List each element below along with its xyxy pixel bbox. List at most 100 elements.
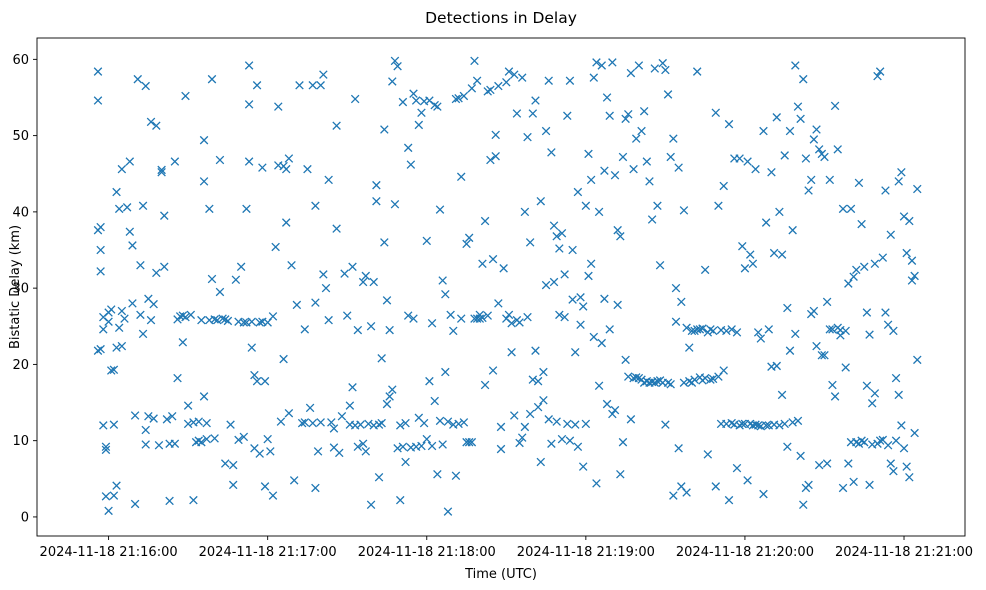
detection-point	[828, 380, 837, 390]
detection-point	[759, 489, 768, 499]
detection-point	[661, 65, 670, 75]
detection-point	[112, 343, 121, 352]
detection-point	[905, 216, 914, 226]
detection-point	[181, 312, 190, 322]
detection-point	[456, 314, 466, 323]
detection-point	[342, 311, 352, 320]
detection-point	[372, 180, 381, 190]
scatter-points	[93, 56, 922, 516]
detection-point	[602, 93, 612, 102]
detection-point	[358, 277, 368, 287]
detection-point	[639, 106, 649, 116]
detection-point	[740, 264, 750, 273]
detection-point	[783, 303, 792, 313]
detection-point	[451, 471, 461, 481]
detection-point	[247, 317, 257, 326]
detection-point	[584, 271, 593, 281]
detection-point	[242, 204, 251, 214]
detection-point	[215, 155, 225, 165]
detection-point	[767, 167, 776, 177]
detection-point	[605, 325, 614, 334]
detection-point	[430, 396, 439, 406]
detection-point	[223, 316, 233, 326]
detection-point	[467, 437, 477, 447]
detection-point	[684, 343, 694, 352]
detection-point	[687, 326, 697, 336]
detection-point	[671, 317, 681, 326]
detection-point	[748, 259, 758, 268]
detection-point	[101, 442, 111, 452]
detection-point	[374, 473, 384, 482]
detection-point	[488, 366, 498, 375]
detection-point	[533, 402, 543, 412]
detection-point	[382, 296, 392, 305]
detection-point	[783, 442, 792, 452]
detection-point	[228, 460, 238, 470]
detection-point	[401, 418, 410, 428]
detection-point	[578, 302, 588, 311]
detection-point	[353, 325, 363, 335]
detection-point	[528, 375, 538, 384]
detection-point	[616, 232, 625, 241]
detection-point	[616, 469, 625, 479]
detection-point	[274, 102, 283, 111]
detection-point	[239, 318, 249, 327]
detection-point	[610, 405, 620, 415]
detection-point	[382, 399, 392, 409]
detection-point	[170, 157, 180, 166]
detection-point	[578, 462, 588, 471]
detection-point	[671, 283, 681, 293]
detection-point	[555, 244, 564, 253]
detection-point	[833, 145, 842, 154]
detection-point	[592, 58, 601, 67]
detection-point	[435, 205, 445, 214]
detection-point	[703, 450, 713, 459]
detection-point	[602, 399, 612, 409]
detection-point	[814, 460, 824, 470]
detection-point	[467, 84, 477, 93]
detection-point	[268, 491, 278, 500]
detection-point	[162, 415, 172, 424]
detection-point	[761, 421, 771, 430]
detection-point	[99, 325, 108, 334]
detection-point	[406, 160, 416, 169]
detection-point	[353, 442, 363, 452]
detection-point	[695, 325, 705, 334]
detection-point	[385, 392, 394, 401]
detection-point	[743, 157, 752, 166]
detection-point	[608, 58, 617, 67]
detection-point	[910, 428, 919, 438]
detection-point	[319, 70, 328, 79]
detection-point	[470, 56, 479, 66]
detection-point	[380, 238, 389, 247]
detection-point	[133, 74, 143, 84]
detection-point	[891, 436, 901, 445]
detection-point	[624, 110, 633, 119]
detection-point	[743, 476, 752, 485]
detection-point	[563, 419, 572, 429]
detection-point	[536, 457, 546, 467]
detection-point	[393, 61, 402, 71]
detection-point	[178, 338, 188, 347]
detection-point	[491, 130, 500, 140]
detection-point	[793, 416, 803, 426]
detection-point	[385, 325, 394, 335]
detection-point	[464, 233, 474, 243]
detection-point	[894, 177, 903, 186]
detection-point	[870, 389, 880, 398]
detection-point	[517, 433, 527, 442]
detection-point	[637, 126, 646, 136]
detection-point	[777, 250, 787, 259]
detection-point	[838, 204, 848, 214]
detection-point	[475, 314, 485, 323]
detection-point	[451, 94, 461, 104]
detection-point	[557, 434, 567, 444]
detection-point	[509, 70, 519, 79]
detection-point	[576, 293, 585, 302]
detection-point	[324, 175, 333, 185]
detection-point	[409, 89, 418, 98]
detection-point	[494, 81, 503, 91]
detection-point	[268, 312, 278, 321]
detection-point	[361, 447, 371, 456]
detection-point	[525, 238, 535, 247]
